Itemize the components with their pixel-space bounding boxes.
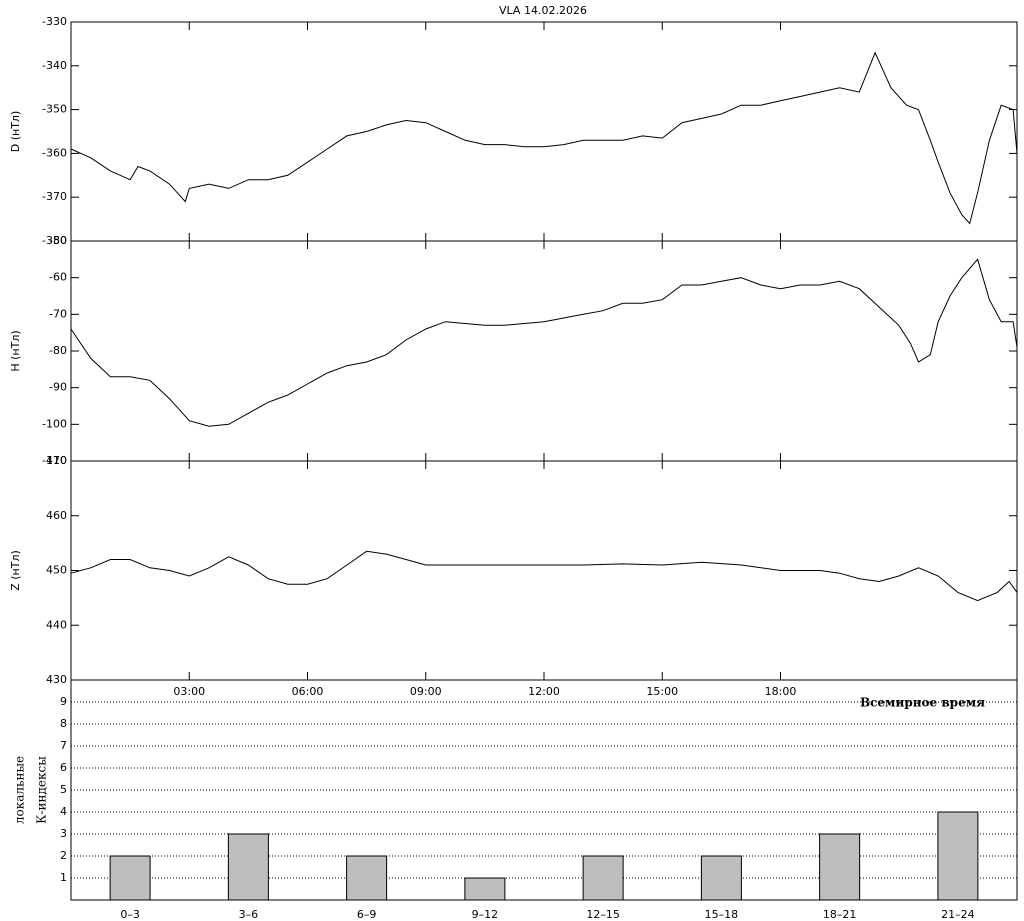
y-tick-label: -60 bbox=[49, 271, 67, 284]
x-tick-label: 06:00 bbox=[292, 685, 324, 698]
y-tick-label: -90 bbox=[49, 381, 67, 394]
x-tick-label: 18–21 bbox=[823, 908, 857, 921]
y-tick-label: 6 bbox=[60, 761, 67, 774]
x-tick-label: 3–6 bbox=[239, 908, 259, 921]
bar bbox=[227, 833, 269, 901]
y-tick-label: 4 bbox=[60, 805, 67, 818]
y-tick-label: 440 bbox=[46, 618, 67, 631]
y-tick-label: 430 bbox=[46, 673, 67, 686]
y-tick-label: 8 bbox=[60, 717, 67, 730]
x-tick-label: 6–9 bbox=[357, 908, 377, 921]
y-axis-label: К-индексы bbox=[35, 756, 49, 824]
y-tick-label: 9 bbox=[60, 695, 67, 708]
x-tick-label: 12–15 bbox=[586, 908, 620, 921]
y-tick-label: 450 bbox=[46, 564, 67, 577]
y-tick-label: 5 bbox=[60, 783, 67, 796]
x-tick-label: 9–12 bbox=[472, 908, 499, 921]
bar bbox=[582, 855, 624, 901]
bar bbox=[464, 877, 506, 901]
chart-title: VLA 14.02.2026 bbox=[499, 4, 587, 17]
x-tick-label: 09:00 bbox=[410, 685, 442, 698]
y-tick-label: 2 bbox=[60, 849, 67, 862]
data-line bbox=[70, 51, 1018, 225]
y-tick-label: -350 bbox=[42, 103, 67, 116]
y-tick-label: -380 bbox=[42, 234, 67, 247]
bar bbox=[700, 855, 742, 901]
data-line bbox=[70, 258, 1018, 427]
y-tick-label: -340 bbox=[42, 59, 67, 72]
y-tick-label: 470 bbox=[46, 454, 67, 467]
x-tick-label: 15:00 bbox=[646, 685, 678, 698]
x-tick-label: 18:00 bbox=[765, 685, 797, 698]
x-tick-label: 03:00 bbox=[173, 685, 205, 698]
y-axis-label: D (нТл) bbox=[9, 111, 22, 153]
x-axis-label: Всемирное время bbox=[860, 696, 985, 710]
plot-frame bbox=[70, 21, 1018, 242]
plot-frame bbox=[70, 240, 1018, 462]
bar bbox=[109, 855, 151, 901]
y-axis-label: H (нТл) bbox=[9, 330, 22, 371]
data-line bbox=[70, 550, 1018, 602]
y-tick-label: 3 bbox=[60, 827, 67, 840]
y-tick-label: -360 bbox=[42, 146, 67, 159]
bar bbox=[346, 855, 388, 901]
y-axis-label: Z (нТл) bbox=[9, 550, 22, 591]
bar bbox=[937, 811, 979, 901]
y-tick-label: 7 bbox=[60, 739, 67, 752]
y-tick-label: -100 bbox=[42, 417, 67, 430]
x-tick-label: 15–18 bbox=[705, 908, 739, 921]
y-tick-label: -330 bbox=[42, 15, 67, 28]
y-tick-label: -70 bbox=[49, 307, 67, 320]
y-tick-label: -80 bbox=[49, 344, 67, 357]
y-tick-label: 460 bbox=[46, 509, 67, 522]
y-tick-label: -370 bbox=[42, 190, 67, 203]
y-tick-label: -50 bbox=[49, 234, 67, 247]
y-axis-label: локальные bbox=[13, 756, 27, 824]
bar bbox=[819, 833, 861, 901]
plot-frame bbox=[70, 460, 1018, 681]
x-tick-label: 21–24 bbox=[941, 908, 975, 921]
y-tick-label: 1 bbox=[60, 871, 67, 884]
x-tick-label: 0–3 bbox=[120, 908, 140, 921]
y-tick-label: -110 bbox=[42, 454, 67, 467]
x-tick-label: 12:00 bbox=[528, 685, 560, 698]
